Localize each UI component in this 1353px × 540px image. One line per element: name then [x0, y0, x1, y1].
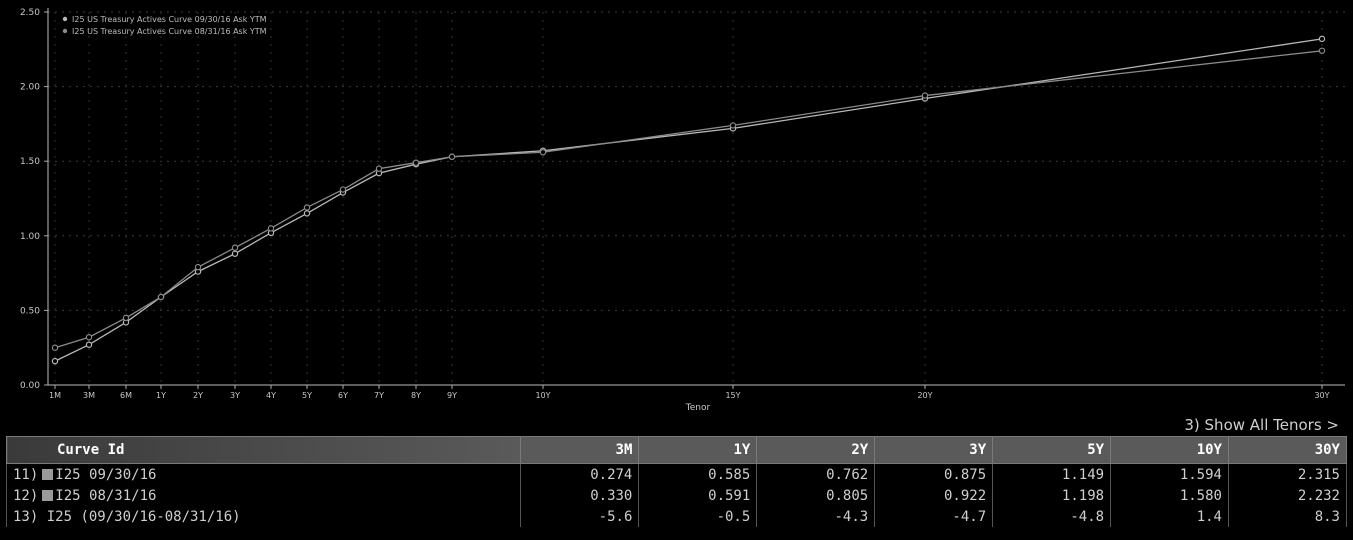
value-cell: 1.594	[1110, 463, 1229, 485]
value-cell: -5.6	[520, 506, 640, 527]
data-point-0	[231, 250, 239, 257]
series-line-0	[54, 38, 1323, 362]
col-header-30y[interactable]: 30Y	[1227, 436, 1348, 464]
x-tick-label: 1M	[49, 391, 61, 400]
value-cell: 0.591	[638, 485, 758, 506]
row-index: 12)	[13, 487, 39, 504]
value-cell: 0.330	[520, 485, 640, 506]
legend-marker-0	[62, 16, 68, 22]
legend-label-1: I25 US Treasury Actives Curve 08/31/16 A…	[72, 27, 267, 36]
x-axis-title: Tenor	[685, 403, 711, 412]
x-tick-label: 9Y	[447, 391, 457, 400]
value-cell: 0.805	[756, 485, 876, 506]
data-point-0	[85, 341, 93, 348]
x-tick-label: 3M	[83, 391, 95, 400]
value-cell: 1.149	[992, 463, 1112, 485]
x-tick-label: 3Y	[230, 391, 240, 400]
table-row[interactable]: 12) I25 08/31/16 0.330 0.591 0.805 0.922 …	[5, 485, 1348, 506]
x-tick-label: 7Y	[374, 391, 384, 400]
value-cell: 0.585	[638, 463, 758, 485]
col-header-10y[interactable]: 10Y	[1110, 436, 1229, 464]
curve-name: I25 08/31/16	[55, 487, 157, 504]
col-header-3m[interactable]: 3M	[520, 436, 640, 464]
data-point-0	[1318, 35, 1326, 43]
data-point-1	[157, 293, 165, 301]
value-cell: 2.315	[1227, 463, 1348, 485]
col-header-2y[interactable]: 2Y	[756, 436, 876, 464]
data-point-1	[122, 314, 130, 322]
value-cell: 0.274	[520, 463, 640, 485]
series-swatch	[42, 468, 54, 480]
data-point-1	[448, 153, 456, 160]
row-index: 11)	[13, 466, 39, 483]
col-header-curve-id[interactable]: Curve Id	[5, 436, 522, 464]
y-tick-label: 2.50	[20, 8, 40, 18]
x-tick-label: 1Y	[156, 391, 166, 400]
col-header-3y[interactable]: 3Y	[874, 436, 994, 464]
data-point-1	[339, 186, 347, 193]
y-tick-label: 0.00	[20, 381, 40, 391]
value-cell: 2.232	[1227, 485, 1348, 506]
value-cell: 1.4	[1110, 506, 1229, 527]
value-cell: 1.580	[1110, 485, 1229, 506]
series-line-1	[54, 50, 1323, 349]
value-cell: 0.922	[874, 485, 994, 506]
curve-name: I25 09/30/16	[55, 466, 157, 483]
data-point-1	[267, 225, 275, 232]
value-cell: 0.875	[874, 463, 994, 485]
col-header-1y[interactable]: 1Y	[638, 436, 758, 464]
data-point-1	[51, 344, 59, 351]
legend-label-0: I25 US Treasury Actives Curve 09/30/16 A…	[72, 15, 267, 24]
curve-id-cell: 13) I25 (09/30/16-08/31/16)	[5, 506, 522, 527]
value-cell: 8.3	[1227, 506, 1348, 527]
x-tick-label: 15Y	[725, 391, 740, 400]
x-tick-label: 5Y	[302, 391, 312, 400]
row-index: 13)	[13, 508, 39, 525]
x-tick-label: 4Y	[266, 391, 276, 400]
data-point-1	[194, 263, 202, 271]
x-tick-label: 6Y	[338, 391, 348, 400]
y-tick-label: 0.50	[20, 306, 40, 316]
data-point-1	[85, 334, 93, 341]
value-cell: 0.762	[756, 463, 876, 485]
curve-id-cell: 12) I25 08/31/16	[5, 485, 522, 506]
value-cell: -0.5	[638, 506, 758, 527]
yield-curve-chart: 0.00 0.50 1.00 1.50 2.00 2.50 1M 3M 6M 1Y 2Y 3Y 4Y 5Y…	[19, 8, 1345, 412]
col-header-5y[interactable]: 5Y	[992, 436, 1112, 464]
data-point-0	[51, 357, 59, 365]
x-tick-label: 10Y	[535, 391, 550, 400]
value-cell: 1.198	[992, 485, 1112, 506]
chart-legend: I25 US Treasury Actives Curve 09/30/16 A…	[62, 15, 267, 36]
series-swatch	[42, 489, 54, 501]
data-point-1	[539, 149, 547, 156]
data-point-1	[1318, 47, 1326, 54]
x-tick-label: 8Y	[411, 391, 421, 400]
y-tick-label: 2.00	[20, 83, 40, 93]
value-cell: -4.8	[992, 506, 1112, 527]
y-tick-label: 1.50	[20, 157, 40, 167]
curve-table: Curve Id 3M 1Y 2Y 3Y 5Y 10Y 30Y 11) I25 0…	[5, 436, 1348, 527]
x-tick-label: 30Y	[1314, 391, 1329, 400]
x-tick-label: 2Y	[193, 391, 203, 400]
y-tick-label: 1.00	[20, 232, 40, 242]
x-tick-label: 20Y	[917, 391, 932, 400]
data-point-1	[303, 204, 311, 211]
data-point-1	[231, 244, 239, 251]
data-point-1	[921, 92, 929, 99]
data-point-1	[375, 165, 383, 172]
legend-marker-1	[62, 28, 68, 34]
data-point-1	[412, 159, 420, 166]
table-row[interactable]: 13) I25 (09/30/16-08/31/16) -5.6 -0.5 -4…	[5, 506, 1348, 527]
value-cell: -4.7	[874, 506, 994, 527]
curve-id-cell: 11) I25 09/30/16	[5, 463, 522, 485]
x-tick-label: 6M	[120, 391, 132, 400]
table-row[interactable]: 11) I25 09/30/16 0.274 0.585 0.762 0.875 …	[5, 463, 1348, 485]
value-cell: -4.3	[756, 506, 876, 527]
data-point-0	[303, 210, 311, 217]
table-header-row: Curve Id 3M 1Y 2Y 3Y 5Y 10Y 30Y	[5, 436, 1348, 464]
curve-name: I25 (09/30/16-08/31/16)	[46, 508, 241, 525]
show-all-tenors-link[interactable]: 3) Show All Tenors >	[1184, 416, 1339, 434]
data-point-1	[729, 122, 737, 129]
